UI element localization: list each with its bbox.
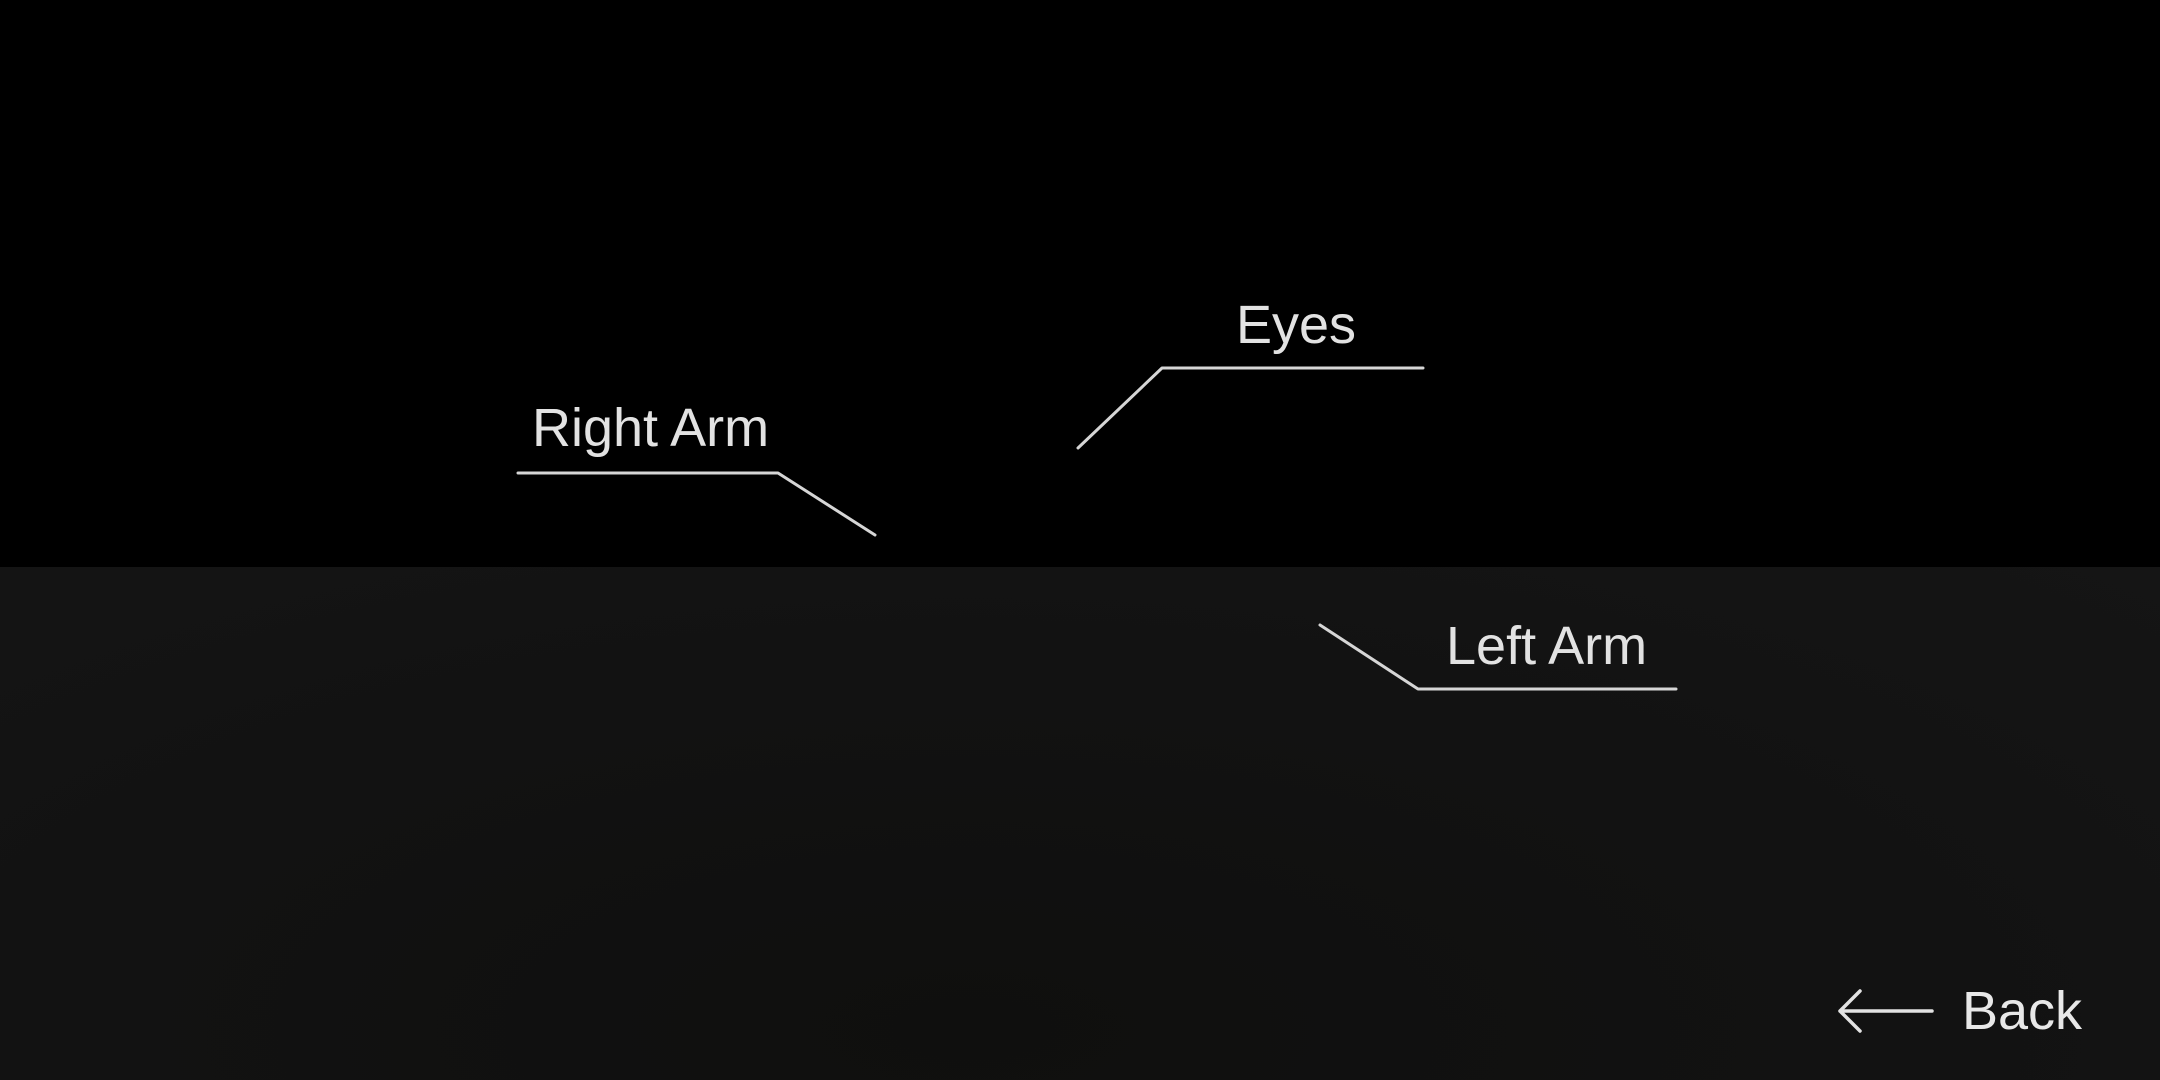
model-view-floor	[0, 567, 2160, 1080]
eyes-leader-line	[1076, 366, 1425, 450]
left-arm-leader-line	[1318, 623, 1678, 691]
right-arm-callout-label[interactable]: Right Arm	[532, 398, 770, 458]
model-view-top	[0, 0, 2160, 567]
left-arm-callout-label[interactable]: Left Arm	[1446, 616, 1648, 676]
eyes-callout-label[interactable]: Eyes	[1236, 295, 1357, 355]
arrow-left-icon	[1838, 989, 1934, 1033]
back-button-label: Back	[1962, 981, 2083, 1041]
back-button[interactable]: Back	[1836, 978, 2082, 1044]
right-arm-leader-line	[516, 471, 877, 537]
